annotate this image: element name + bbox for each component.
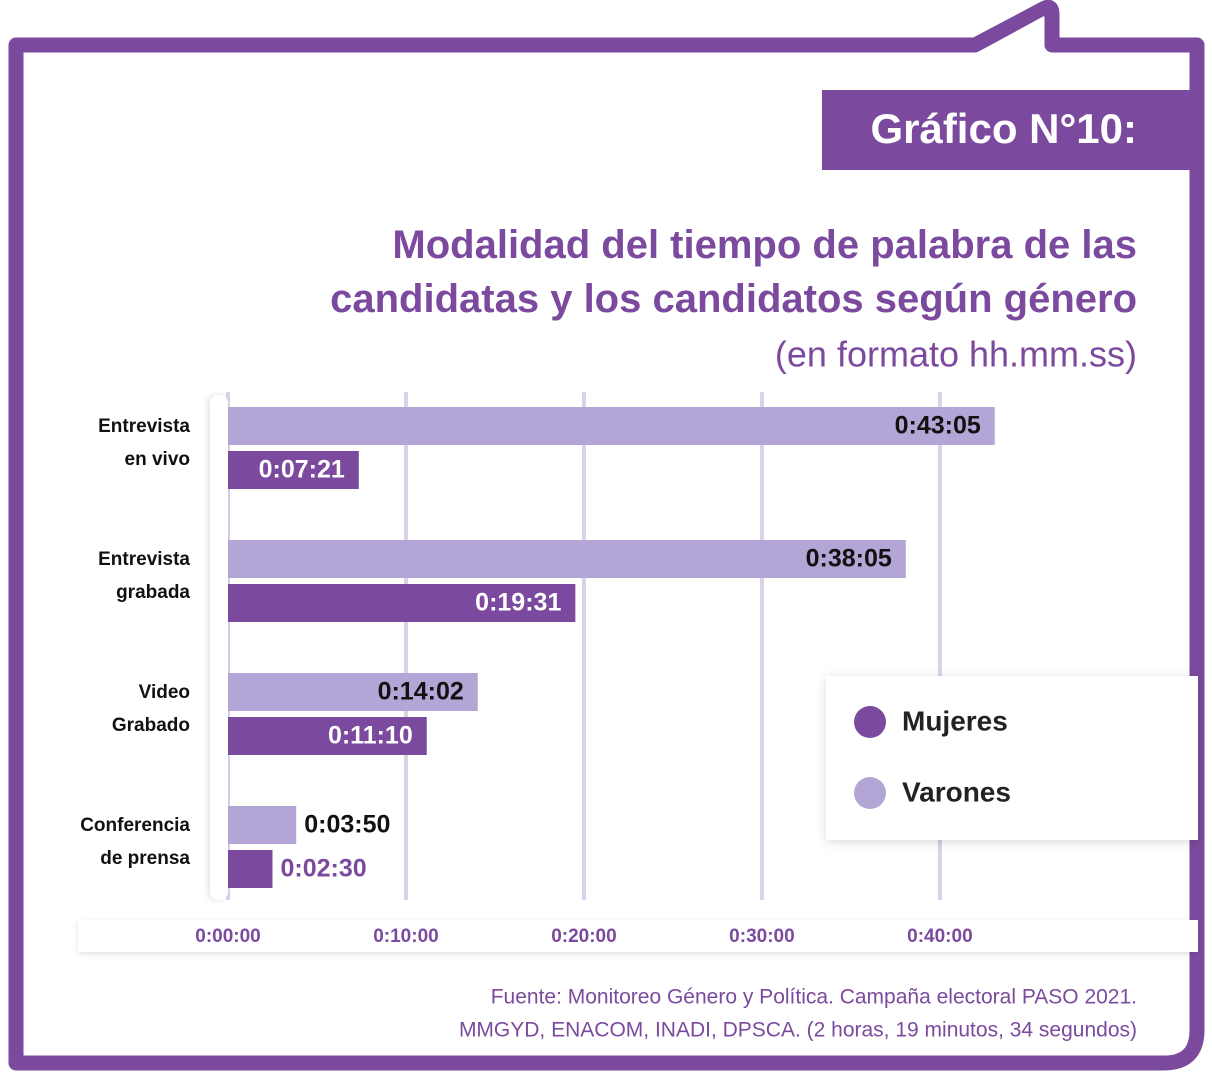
bar — [228, 540, 906, 578]
bar — [228, 451, 359, 489]
legend-swatch — [854, 706, 886, 738]
chart-title: Modalidad del tiempo de palabra de las c… — [330, 223, 1137, 321]
axis-band — [78, 920, 1198, 952]
bar — [228, 407, 995, 445]
axis-base — [210, 395, 228, 900]
category-label: Entrevista grabada — [98, 549, 190, 603]
bar — [228, 584, 576, 622]
x-tick-label: 0:20:00 — [551, 926, 617, 947]
badge: Gráfico N°10: — [870, 105, 1137, 152]
bar — [228, 717, 427, 755]
x-tick-label: 0:40:00 — [907, 926, 973, 947]
subtitle: (en formato hh.mm.ss) — [775, 334, 1137, 375]
tab-fill — [978, 16, 1044, 52]
value-label: 0:19:31 — [475, 589, 561, 617]
legend-label: Mujeres — [902, 705, 1008, 736]
value-label: 0:03:50 — [304, 811, 390, 839]
source-note: Fuente: Monitoreo Género y Política. Cam… — [491, 986, 1137, 1009]
category-label: Entrevista en vivo — [98, 416, 190, 470]
x-tick-label: 0:30:00 — [729, 926, 795, 947]
legend-swatch — [854, 777, 886, 809]
legend-box — [826, 676, 1198, 840]
bar — [228, 673, 478, 711]
value-label: 0:07:21 — [259, 456, 345, 484]
category-label: Conferencia de prensa — [80, 815, 190, 869]
bar — [228, 850, 273, 888]
x-tick-label: 0:00:00 — [195, 926, 261, 947]
value-label: 0:38:05 — [806, 545, 892, 573]
value-label: 0:02:30 — [280, 855, 366, 883]
badge-box — [822, 90, 1197, 170]
bar — [228, 806, 297, 844]
legend-label: Varones — [902, 776, 1011, 807]
x-tick-label: 0:10:00 — [373, 926, 439, 947]
value-label: 0:43:05 — [895, 412, 981, 440]
value-label: 0:11:10 — [328, 722, 413, 750]
source-note: MMGYD, ENACOM, INADI, DPSCA. (2 horas, 1… — [459, 1019, 1137, 1042]
value-label: 0:14:02 — [378, 678, 464, 706]
category-label: Video Grabado — [111, 682, 190, 736]
